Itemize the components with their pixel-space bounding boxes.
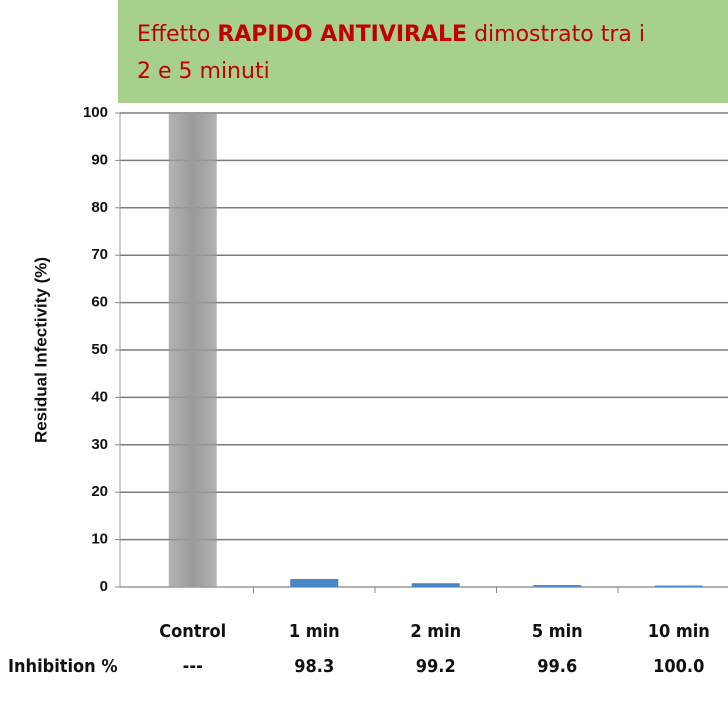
y-tick-label: 20 [91, 483, 108, 500]
annotation-part: Effetto [137, 22, 217, 47]
bar [654, 585, 703, 587]
y-tick-label: 80 [91, 199, 108, 216]
inhibition-value: 100.0 [653, 656, 704, 677]
y-tick-label: 0 [100, 578, 108, 595]
x-tick-label: 10 min [648, 621, 710, 642]
bar [533, 585, 582, 587]
inhibition-value: --- [183, 656, 203, 677]
annotation-part: 2 e 5 minuti [137, 59, 270, 84]
y-tick-label: 30 [91, 436, 108, 453]
bar [290, 578, 339, 587]
bar [168, 113, 217, 587]
inhibition-value: 99.2 [416, 656, 456, 677]
annotation-part: dimostrato tra i [467, 22, 645, 47]
y-tick-label: 70 [91, 246, 108, 263]
y-tick-label: 100 [83, 104, 108, 121]
y-tick-label: 90 [91, 151, 108, 168]
inhibition-value: 99.6 [537, 656, 577, 677]
x-tick-label: 5 min [532, 621, 583, 642]
y-tick-label: 50 [91, 341, 108, 358]
bar [411, 583, 460, 587]
annotation-box [118, 0, 728, 103]
x-tick-label: 2 min [410, 621, 461, 642]
x-tick-label: Control [159, 621, 226, 642]
annotation-text: Effetto RAPIDO ANTIVIRALE dimostrato tra… [137, 22, 645, 47]
y-axis-label: Residual Infectivity (%) [31, 257, 50, 443]
y-tick-label: 40 [91, 388, 108, 405]
inhibition-value: 98.3 [294, 656, 334, 677]
y-tick-label: 10 [91, 531, 108, 548]
y-tick-label: 60 [91, 294, 108, 311]
annotation-part: RAPIDO ANTIVIRALE [217, 22, 467, 47]
x-tick-label: 1 min [289, 621, 340, 642]
annotation-text: 2 e 5 minuti [137, 59, 270, 84]
inhibition-label: Inhibition % [8, 656, 118, 677]
